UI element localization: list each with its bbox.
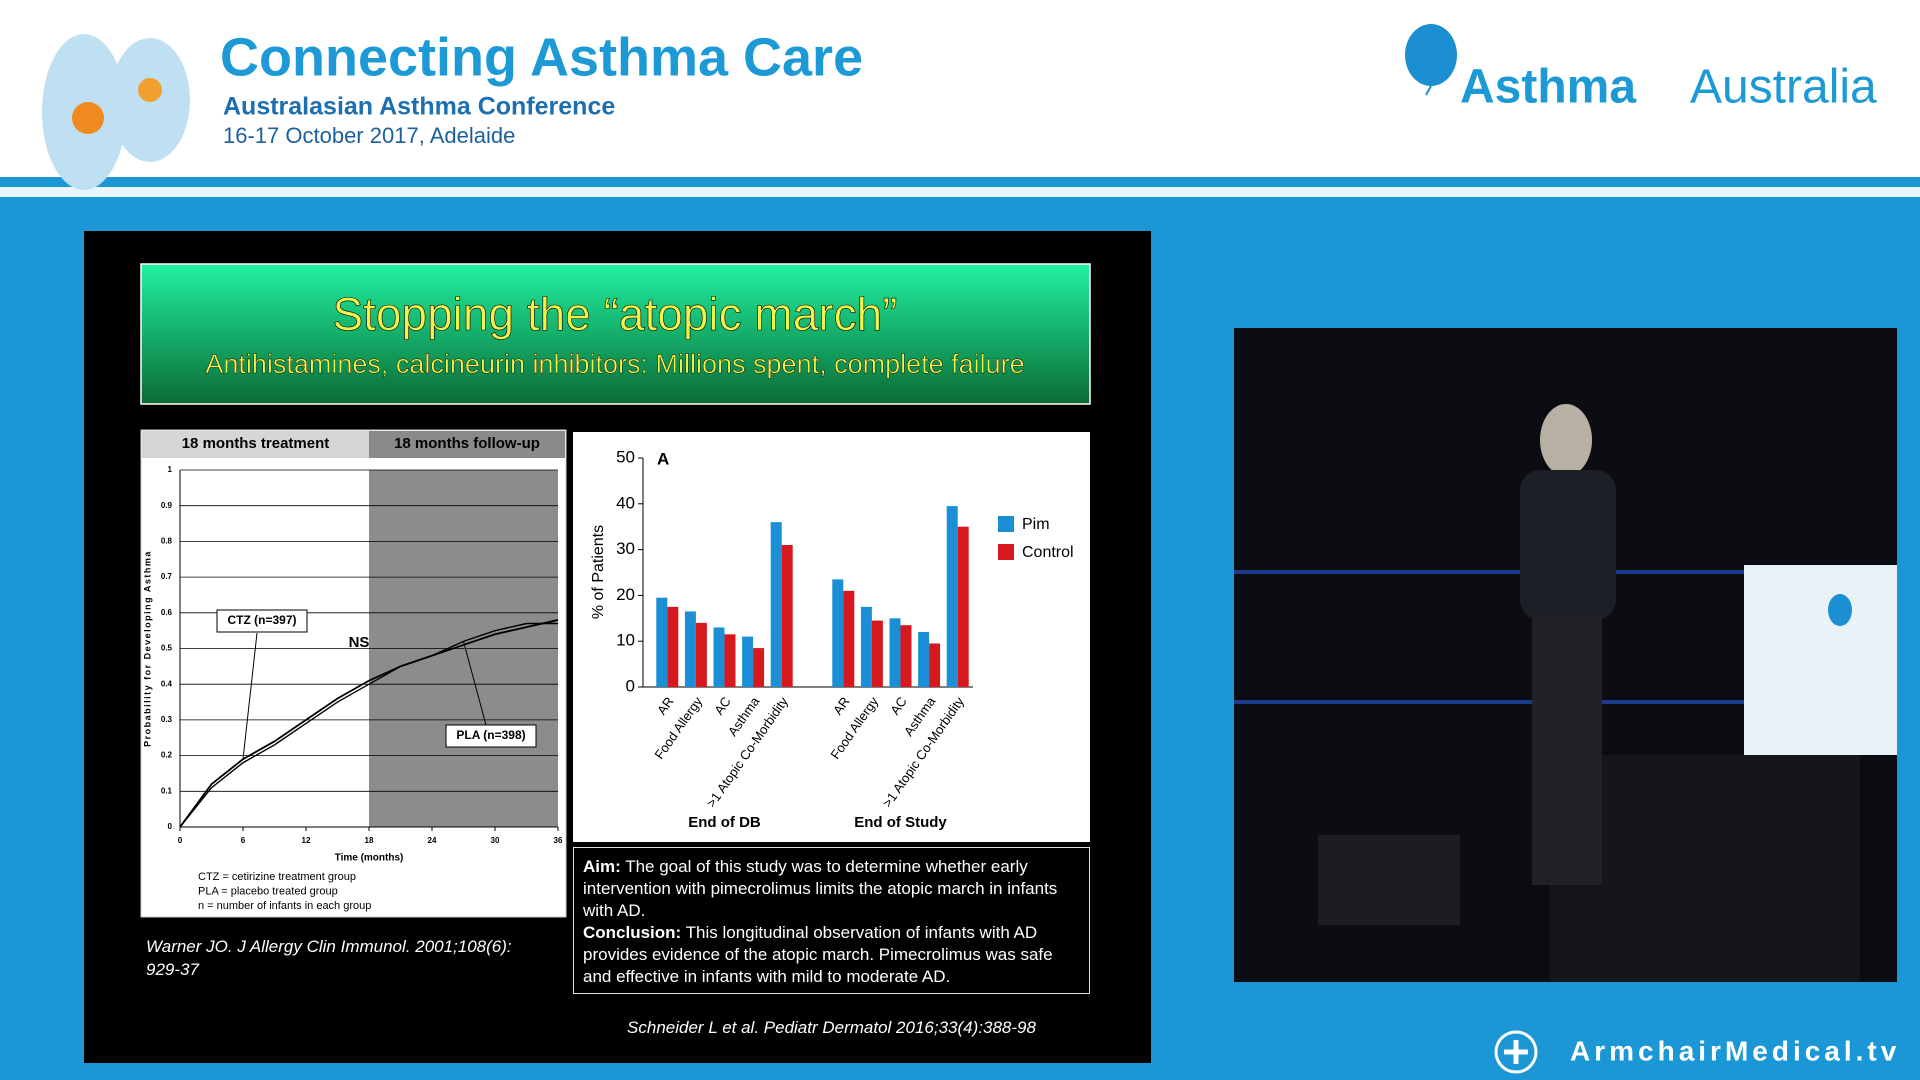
bar <box>900 625 912 687</box>
footnote: PLA = placebo treated group <box>198 885 338 897</box>
y-tick-label: 0 <box>168 822 173 831</box>
bar <box>770 522 782 687</box>
line-series <box>179 622 558 828</box>
legend-swatch <box>998 544 1014 560</box>
x-tick-label: 0 <box>178 836 183 845</box>
panel-label: A <box>657 449 669 468</box>
stage <box>1234 404 1897 982</box>
footnote: CTZ = cetirizine treatment group <box>198 871 356 883</box>
y-tick-label: 1 <box>168 465 173 474</box>
annotation: NS <box>349 634 370 651</box>
y-tick-label: 0.2 <box>161 751 173 760</box>
citation: Schneider L et al. Pediatr Dermatol 2016… <box>627 1018 1036 1037</box>
footer-brand: ArmchairMedical.tv <box>1570 1035 1900 1066</box>
series-label: PLA (n=398) <box>456 728 525 742</box>
slide-title-box <box>140 263 1091 405</box>
callout-box <box>216 609 308 633</box>
balloon-logo <box>1405 24 1457 96</box>
footnote: n = number of infants in each group <box>198 900 371 912</box>
conclusion-label: Conclusion: <box>583 923 682 942</box>
x-tick-label: 18 <box>365 836 374 845</box>
y-tick-label: 0 <box>626 676 635 695</box>
group-label: End of Study <box>854 814 947 831</box>
header-gap <box>0 187 1920 197</box>
phase-label: 18 months treatment <box>182 435 330 452</box>
bar <box>656 597 668 687</box>
x-tick-label: 6 <box>241 836 246 845</box>
y-tick-label: 20 <box>616 585 635 604</box>
slide-subtitle: Antihistamines, calcineurin inhibitors: … <box>205 349 1024 379</box>
bar <box>918 632 930 687</box>
y-tick-label: 0.8 <box>161 537 173 546</box>
x-axis-label: Time (months) <box>335 853 404 864</box>
conference-title: Connecting Asthma Care <box>220 27 863 87</box>
phase-label: 18 months follow-up <box>394 435 540 452</box>
x-tick-label: 36 <box>554 836 563 845</box>
bar <box>781 545 793 687</box>
brand-logo: Australia <box>1690 61 1877 114</box>
bar <box>832 579 844 687</box>
y-tick-label: 10 <box>616 631 635 650</box>
x-tick-label: 24 <box>428 836 437 845</box>
y-tick-label: 0.3 <box>161 715 173 724</box>
header-stripe <box>0 177 1920 187</box>
conference-subtitle: Australasian Asthma Conference <box>223 93 615 121</box>
armchair-icon <box>1494 1030 1538 1074</box>
bar <box>695 622 707 687</box>
aim-text: The goal of this study was to determine … <box>583 857 1058 920</box>
series-label: CTZ (n=397) <box>227 613 296 627</box>
y-axis-label: % of Patients <box>590 525 607 619</box>
bar <box>946 506 958 687</box>
callout-arrow <box>242 632 258 760</box>
citation: Warner JO. J Allergy Clin Immunol. 2001;… <box>146 937 512 979</box>
callout-arrow <box>463 641 487 726</box>
y-tick-label: 0.7 <box>161 572 173 581</box>
brand-logo: Asthma <box>1460 61 1636 114</box>
bar <box>667 606 679 687</box>
x-tick-label: 12 <box>302 836 311 845</box>
bar <box>871 620 883 687</box>
legend-swatch <box>998 516 1014 532</box>
y-tick-label: 0.6 <box>161 608 173 617</box>
legend-label: Pim <box>1022 516 1050 533</box>
bar <box>957 526 969 687</box>
bar <box>753 648 765 687</box>
bar <box>860 606 872 687</box>
conclusion-text: This longitudinal observation of infants… <box>583 923 1053 986</box>
legend-label: Control <box>1022 544 1074 561</box>
slide-title: Stopping the “atopic march” <box>332 288 897 340</box>
y-tick-label: 40 <box>616 493 635 512</box>
bar <box>929 643 941 687</box>
y-tick-label: 0.5 <box>161 644 173 653</box>
bar <box>889 618 901 687</box>
conference-date: 16-17 October 2017, Adelaide <box>223 123 515 148</box>
callout-box <box>445 724 537 748</box>
bar <box>713 627 725 687</box>
bar <box>684 611 696 687</box>
lungs-icon <box>42 34 190 190</box>
y-tick-label: 30 <box>616 539 635 558</box>
header-band <box>369 431 565 458</box>
aim-label: Aim: <box>583 857 621 876</box>
y-tick-label: 0.9 <box>161 501 173 510</box>
study-summary: Aim: The goal of this study was to deter… <box>573 847 1090 994</box>
bar <box>843 590 855 687</box>
y-tick-label: 0.1 <box>161 786 173 795</box>
y-tick-label: 0.4 <box>161 679 173 688</box>
y-tick-label: 50 <box>616 447 635 466</box>
bar <box>742 636 754 687</box>
header-bg <box>0 0 1920 177</box>
group-label: End of DB <box>688 814 761 831</box>
chart-panel <box>573 432 1090 842</box>
header-band <box>142 431 369 458</box>
bar <box>724 634 736 687</box>
x-tick-label: 30 <box>491 836 500 845</box>
y-axis-label: Probability for Developing Asthma <box>142 550 152 747</box>
